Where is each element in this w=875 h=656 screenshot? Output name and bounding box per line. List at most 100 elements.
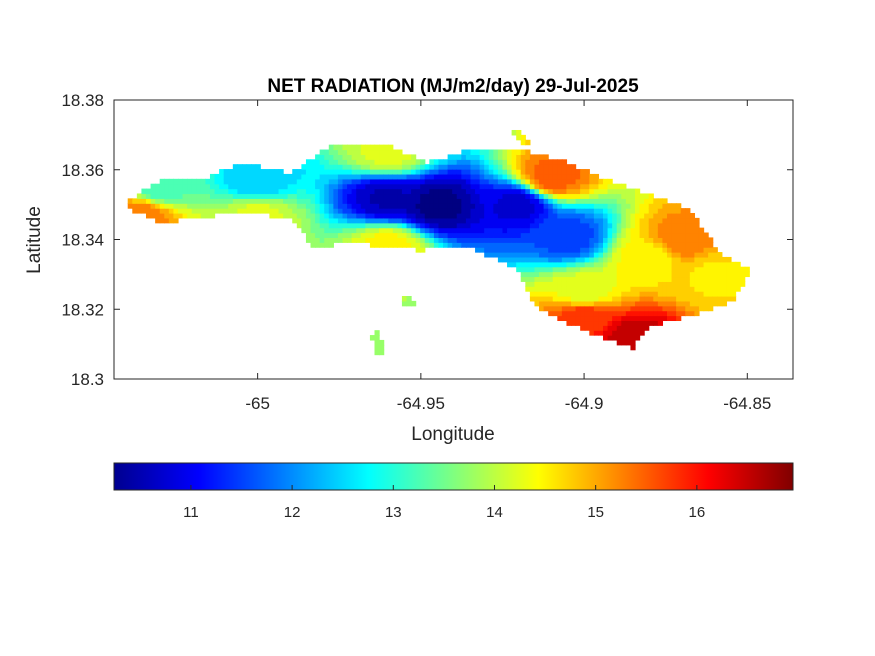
heatmap-cell bbox=[269, 183, 275, 190]
heatmap-cell bbox=[260, 188, 266, 195]
heatmap-cell bbox=[447, 169, 453, 175]
heatmap-cell bbox=[447, 183, 453, 190]
heatmap-cell bbox=[241, 208, 248, 214]
heatmap-cell bbox=[598, 178, 604, 185]
heatmap-cell bbox=[324, 212, 330, 219]
heatmap-cell bbox=[525, 154, 531, 160]
heatmap-cell bbox=[337, 212, 344, 219]
heatmap-cell bbox=[283, 173, 289, 180]
heatmap-cell bbox=[209, 188, 216, 195]
heatmap-cell bbox=[397, 208, 403, 214]
heatmap-cell bbox=[548, 208, 554, 214]
heatmap-cell bbox=[548, 237, 554, 243]
heatmap-cell bbox=[470, 242, 476, 248]
heatmap-cell bbox=[511, 232, 517, 238]
heatmap-cell bbox=[159, 212, 165, 219]
heatmap-cell bbox=[644, 276, 650, 282]
heatmap-cell bbox=[324, 149, 330, 155]
heatmap-cell bbox=[584, 296, 590, 302]
heatmap-cell bbox=[539, 222, 545, 229]
heatmap-cell bbox=[639, 296, 645, 302]
heatmap-cell bbox=[420, 193, 426, 199]
heatmap-cell bbox=[666, 261, 673, 268]
heatmap-cell bbox=[571, 300, 577, 307]
heatmap-cell bbox=[411, 164, 417, 170]
heatmap-cell bbox=[420, 208, 426, 214]
heatmap-cell bbox=[379, 242, 385, 248]
heatmap-cell bbox=[369, 227, 376, 234]
heatmap-cell bbox=[589, 276, 595, 282]
heatmap-cell bbox=[497, 178, 504, 185]
heatmap-cell bbox=[598, 222, 604, 229]
heatmap-cell bbox=[488, 188, 494, 195]
heatmap-cell bbox=[548, 222, 554, 229]
heatmap-cell bbox=[529, 173, 536, 180]
heatmap-cell bbox=[465, 173, 472, 180]
heatmap-cell bbox=[676, 222, 682, 229]
heatmap-cell bbox=[260, 193, 266, 199]
heatmap-cell bbox=[571, 281, 577, 287]
heatmap-cell bbox=[703, 232, 709, 238]
heatmap-cell bbox=[356, 188, 362, 195]
heatmap-cell bbox=[593, 276, 600, 282]
heatmap-cell bbox=[479, 237, 485, 243]
heatmap-cell bbox=[484, 154, 490, 160]
heatmap-cell bbox=[561, 252, 568, 258]
heatmap-cell bbox=[342, 169, 348, 175]
heatmap-cell bbox=[621, 276, 627, 282]
heatmap-cell bbox=[465, 164, 472, 170]
heatmap-cell bbox=[488, 252, 494, 258]
heatmap-cell bbox=[644, 198, 650, 204]
heatmap-cell bbox=[703, 256, 709, 263]
heatmap-cell bbox=[475, 247, 481, 253]
heatmap-cell bbox=[228, 193, 234, 199]
heatmap-cell bbox=[452, 154, 458, 160]
heatmap-cell bbox=[543, 266, 549, 273]
heatmap-cell bbox=[552, 173, 558, 180]
heatmap-cell bbox=[470, 198, 476, 204]
heatmap-cell bbox=[612, 183, 618, 190]
heatmap-cell bbox=[717, 256, 723, 263]
heatmap-cell bbox=[443, 232, 449, 238]
heatmap-cell bbox=[712, 252, 718, 258]
heatmap-cell bbox=[612, 291, 618, 297]
heatmap-cell bbox=[141, 208, 147, 214]
heatmap-cell bbox=[676, 300, 682, 307]
heatmap-cell bbox=[557, 178, 563, 185]
heatmap-cell bbox=[356, 227, 362, 234]
heatmap-cell bbox=[269, 169, 275, 175]
heatmap-cell bbox=[717, 271, 723, 278]
heatmap-cell bbox=[191, 188, 197, 195]
heatmap-cell bbox=[429, 159, 435, 165]
heatmap-cell bbox=[388, 217, 394, 224]
heatmap-cell bbox=[497, 173, 504, 180]
heatmap-cell bbox=[539, 300, 545, 307]
heatmap-cell bbox=[356, 212, 362, 219]
heatmap-cell bbox=[356, 159, 362, 165]
heatmap-cell bbox=[191, 183, 197, 190]
heatmap-cell bbox=[497, 247, 504, 253]
heatmap-cell bbox=[475, 203, 481, 209]
heatmap-cell bbox=[616, 256, 622, 263]
heatmap-cell bbox=[278, 178, 284, 185]
heatmap-cell bbox=[571, 242, 577, 248]
heatmap-cell bbox=[525, 178, 531, 185]
heatmap-cell bbox=[214, 173, 220, 180]
heatmap-cell bbox=[251, 169, 257, 175]
heatmap-cell bbox=[456, 183, 462, 190]
heatmap-cell bbox=[296, 217, 302, 224]
heatmap-cell bbox=[241, 188, 248, 195]
heatmap-cell bbox=[630, 212, 636, 219]
heatmap-cell bbox=[241, 193, 248, 199]
heatmap-cell bbox=[621, 188, 627, 195]
heatmap-cell bbox=[296, 169, 302, 175]
heatmap-cell bbox=[593, 217, 600, 224]
heatmap-cell bbox=[589, 232, 595, 238]
heatmap-cell bbox=[415, 183, 421, 190]
heatmap-cell bbox=[269, 212, 275, 219]
heatmap-cell bbox=[534, 188, 540, 195]
heatmap-cell bbox=[612, 217, 618, 224]
heatmap-cell bbox=[310, 188, 316, 195]
heatmap-cell bbox=[452, 169, 458, 175]
